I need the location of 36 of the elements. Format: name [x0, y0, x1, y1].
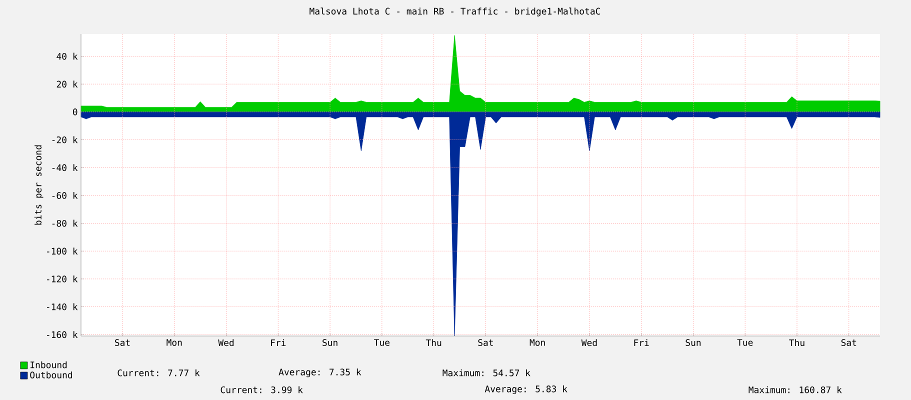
- x-tick-label: Thu: [426, 339, 442, 346]
- x-tick-label: Sun: [322, 339, 338, 346]
- x-tick-label: Sat: [478, 339, 493, 346]
- x-tick-label: Tue: [374, 339, 390, 346]
- x-tick-label: Sat: [115, 339, 130, 346]
- x-tick-label: Thu: [789, 339, 804, 346]
- y-tick-label: -120 k: [46, 275, 78, 282]
- y-tick-label: -80 k: [52, 220, 78, 227]
- x-tick-label: Mon: [530, 339, 545, 346]
- text: Average: 7.35 k: [278, 368, 362, 378]
- x-tick-label: Mon: [166, 339, 182, 346]
- x-tick-label: Wed: [581, 339, 597, 346]
- x-tick-label: Wed: [218, 339, 234, 346]
- y-axis-title: bits per second: [34, 145, 44, 225]
- x-tick-label: Tue: [737, 339, 753, 346]
- x-tick-label: Sat: [841, 339, 856, 346]
- y-tick-label: 0: [72, 108, 78, 116]
- text: Current: 3.99 k: [220, 386, 303, 394]
- y-tick-label: 40 k: [56, 52, 78, 60]
- legend-label: Outbound: [30, 371, 72, 378]
- legend-label: Inbound: [30, 361, 67, 368]
- y-tick-label: -20 k: [52, 136, 78, 144]
- y-tick-label: -160 k: [46, 331, 78, 338]
- y-tick-label: -60 k: [52, 192, 78, 199]
- y-tick-label: -40 k: [52, 164, 78, 172]
- x-tick-label: Fri: [271, 339, 286, 346]
- x-tick-label: Sun: [686, 339, 701, 346]
- y-tick-label: 20 k: [56, 80, 78, 88]
- text: Maximum: 160.87 k: [748, 386, 842, 394]
- text: Maximum: 54.57 k: [442, 369, 530, 376]
- y-tick-label: -140 k: [46, 303, 78, 310]
- chart-title: Malsova Lhota C - main RB - Traffic - bridge1-MalhotaC: [310, 8, 600, 16]
- text: Average: 5.83 k: [484, 385, 568, 394]
- y-tick-label: -100 k: [46, 248, 78, 255]
- x-tick-label: Fri: [634, 339, 649, 346]
- text: Current: 7.77 k: [118, 369, 200, 376]
